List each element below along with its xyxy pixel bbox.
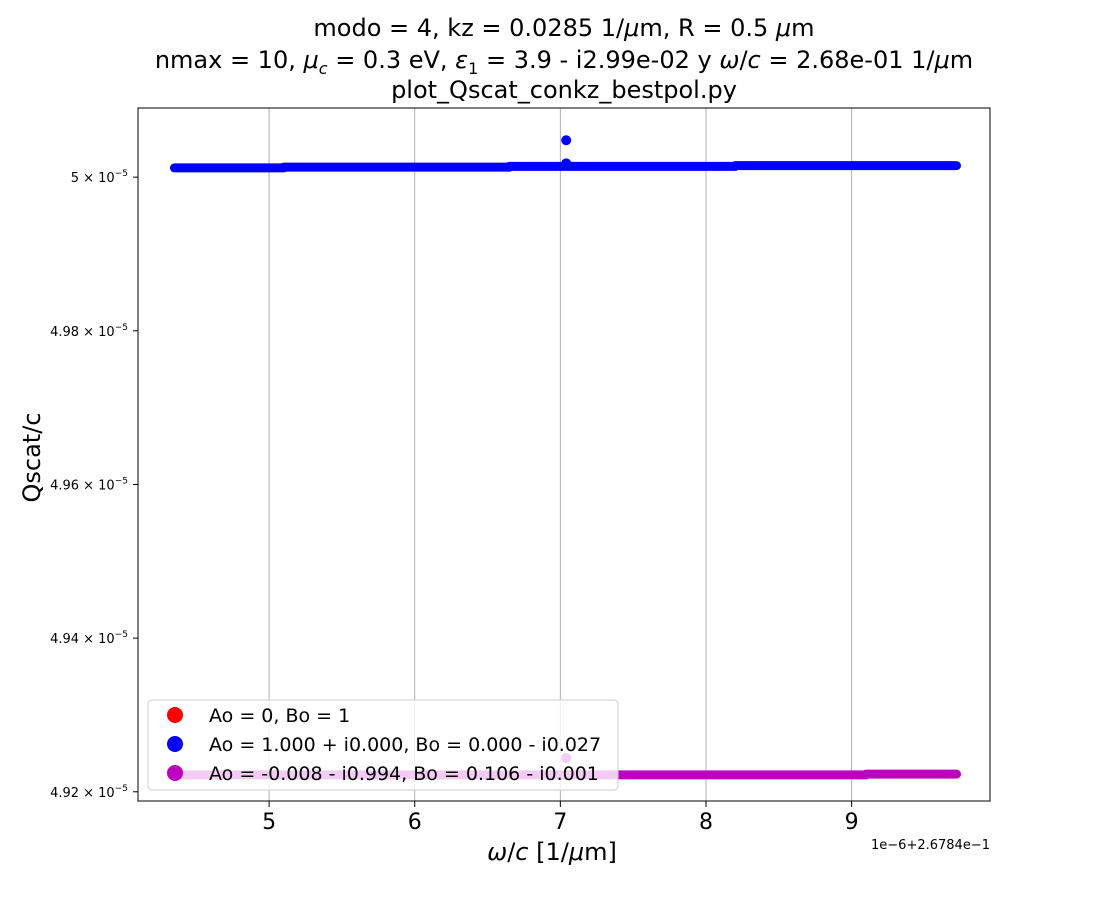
chart-title-line-2: nmax = 10, μc = 0.3 eV, ε1 = 3.9 - i2.99… — [154, 46, 974, 78]
chart-title-line-1: modo = 4, kz = 0.0285 1/μm, R = 0.5 μm — [313, 14, 815, 42]
legend-box — [147, 699, 619, 791]
x-tick-label: 7 — [553, 810, 567, 835]
x-tick-label: 6 — [408, 810, 422, 835]
y-tick-label: 4.94 × 10−5 — [50, 630, 128, 647]
legend-marker-3 — [167, 765, 183, 781]
x-offset-label: 1e−6+2.6784e−1 — [871, 838, 990, 853]
y-axis-label: Qscat/c — [18, 413, 46, 503]
x-axis-label: ω/c [1/μm] — [487, 838, 617, 866]
legend-marker-2 — [167, 736, 183, 752]
chart-title-line-3: plot_Qscat_conkz_bestpol.py — [391, 76, 737, 104]
series-2-point — [561, 158, 572, 169]
y-tick-label: 5 × 10−5 — [71, 169, 128, 186]
legend-marker-1 — [167, 707, 183, 723]
legend-label-1: Ao = 0, Bo = 1 — [209, 705, 350, 727]
x-tick-label: 5 — [262, 810, 276, 835]
y-tick-label: 4.98 × 10−5 — [50, 323, 128, 340]
x-tick-label: 8 — [699, 810, 713, 835]
axes-frame — [137, 107, 991, 802]
legend-label-2: Ao = 1.000 + i0.000, Bo = 0.000 - i0.027 — [209, 734, 601, 756]
y-tick-label: 4.92 × 10−5 — [50, 784, 128, 801]
legend-label-3: Ao = -0.008 - i0.994, Bo = 0.106 - i0.00… — [209, 763, 599, 785]
y-tick-label: 4.96 × 10−5 — [50, 476, 128, 493]
x-tick-label: 9 — [845, 810, 859, 835]
series-2-point — [561, 135, 572, 146]
